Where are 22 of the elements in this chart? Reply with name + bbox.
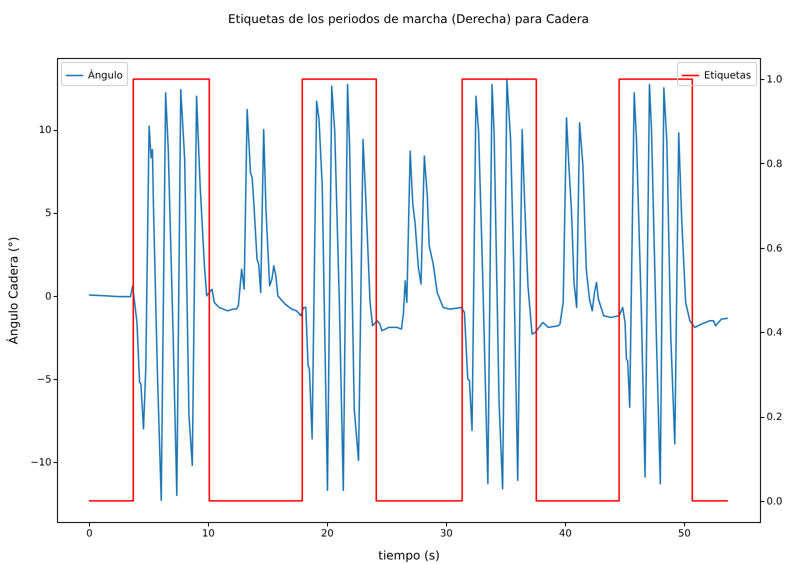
y2-tick-label: 0.8 [766,158,782,170]
y2-tick-label: 0.4 [766,328,782,339]
x-tick-label: 20 [321,528,334,540]
y-tick-label: −10 [30,458,52,469]
y-tick-label: −5 [36,374,52,386]
legend-label: Etiquetas [704,70,752,82]
y-axis-title: Ángulo Cadera (°) [5,236,20,344]
chart-title: Etiquetas de los periodos de marcha (Derecha) para Cadera [228,12,589,26]
x-axis-title: tiempo (s) [378,548,440,562]
y-tick-label: 10 [38,125,52,136]
x-tick-label: 10 [202,528,215,540]
y2-tick-label: 1.0 [766,74,782,86]
x-tick-label: 0 [86,528,93,540]
legend-label: Ángulo [88,68,123,82]
y-tick-label: 5 [45,208,52,220]
y2-tick-label: 0.6 [766,243,782,254]
y-tick-label: 0 [45,291,52,302]
x-tick-label: 30 [440,528,453,540]
x-tick-label: 50 [678,528,691,540]
y2-tick-label: 0.2 [766,412,782,424]
y2-tick-label: 0.0 [766,496,782,508]
x-tick-label: 40 [558,528,572,540]
